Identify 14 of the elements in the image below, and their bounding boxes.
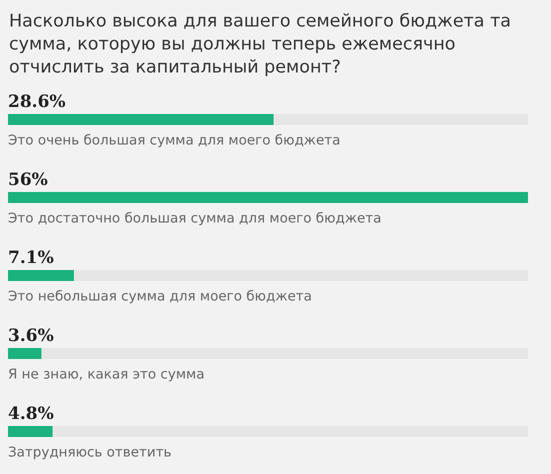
data-label: 56% xyxy=(8,170,48,190)
data-label: 7.1% xyxy=(8,248,54,268)
chart-title: Насколько высока для вашего семейного бюджета та сумма, которую вы должны теперь ежемесячно отчислить за капитальный ремонт? xyxy=(9,12,511,78)
y-tick-label: Это небольшая сумма для моего бюджета xyxy=(8,288,312,304)
y-tick-label: Затрудняюсь ответить xyxy=(8,444,172,460)
data-label: 28.6% xyxy=(8,92,66,112)
y-tick-label: Я не знаю, какая это сумма xyxy=(8,366,204,382)
bar xyxy=(8,270,74,281)
data-label: 3.6% xyxy=(8,326,54,346)
bar xyxy=(8,426,53,437)
y-tick-label: Это достаточно большая сумма для моего бюджета xyxy=(8,210,382,226)
y-tick-label: Это очень большая сумма для моего бюджета xyxy=(8,132,340,148)
bar xyxy=(8,348,42,359)
data-label: 4.8% xyxy=(8,404,54,424)
